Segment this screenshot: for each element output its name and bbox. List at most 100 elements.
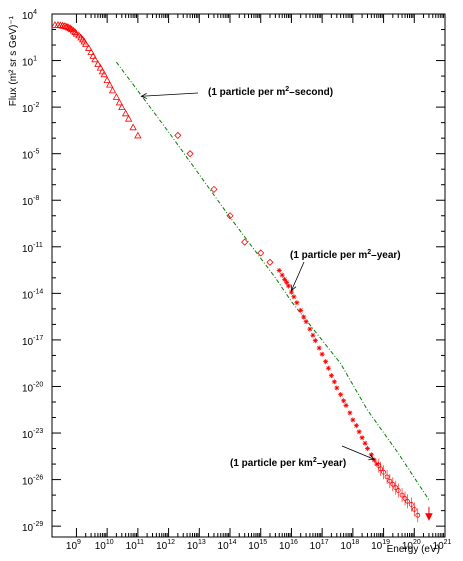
y-tick-label: 10-11	[22, 242, 43, 255]
data-point-triangle	[129, 123, 137, 131]
annotation-arrow	[140, 92, 199, 99]
y-tick-label: 10-26	[22, 475, 43, 488]
y-tick-labels: 104 101 10-2 10-5 10-8 10-11 10-14 10-17 10-20 10…	[22, 9, 43, 534]
data-point-triangle	[71, 28, 79, 35]
data-point-circle	[378, 461, 383, 476]
data-point-star	[285, 283, 291, 289]
data-point-star	[365, 446, 371, 452]
data-point-star	[301, 314, 307, 320]
annotation-label: (1 particle per km2–year)	[230, 457, 346, 469]
data-point-triangle	[94, 60, 102, 67]
x-tick-label: 1012	[156, 539, 175, 552]
data-point-triangle	[118, 103, 126, 111]
annotation-arrow	[341, 445, 376, 461]
data-point-diamond	[210, 185, 218, 193]
data-point-star	[303, 319, 309, 325]
y-axis-title: Flux (m² sr s GeV)⁻¹	[8, 15, 19, 106]
data-point-circle	[405, 494, 410, 509]
y-tick-label: 10-8	[22, 195, 39, 208]
data-point-triangle	[82, 39, 90, 47]
data-point-star	[371, 457, 377, 463]
data-point-star	[319, 351, 325, 357]
fit-line	[115, 61, 430, 501]
data-point-circle	[393, 480, 399, 495]
x-tick-label: 1016	[279, 539, 298, 552]
data-point-diamond	[266, 258, 274, 266]
data-point-star	[338, 392, 344, 398]
data-point-star	[279, 272, 285, 278]
data-point-triangle	[108, 86, 117, 94]
data-point-circle	[411, 502, 417, 517]
data-point-triangle	[105, 80, 114, 88]
data-point-triangle	[63, 22, 71, 30]
data-point-triangle	[112, 93, 121, 100]
data-point-star	[328, 373, 334, 379]
data-point-triangle	[69, 26, 78, 34]
data-point-circle	[415, 508, 421, 523]
x-tick-label: 1020	[402, 539, 421, 552]
x-tick-label: 1019	[371, 539, 390, 552]
fit-line-group	[115, 61, 430, 501]
data-point-star	[282, 276, 288, 282]
data-point-star	[347, 410, 353, 416]
data-point-star	[323, 359, 329, 365]
annotation-arrow	[290, 261, 305, 292]
data-point-star	[307, 326, 313, 332]
x-tick-label: 1013	[187, 539, 206, 552]
x-tick-label: 1017	[310, 539, 329, 552]
y-tick-label: 10-14	[22, 288, 43, 301]
data-point-diamond	[257, 249, 265, 257]
data-point-circle	[390, 477, 396, 492]
data-point-diamond	[174, 131, 182, 139]
data-point-triangle	[96, 63, 105, 71]
annotation-label: (1 particle per m2–second)	[208, 86, 333, 98]
data-point-star	[350, 417, 356, 423]
data-point-star	[325, 365, 331, 371]
axis-ticks	[52, 13, 446, 537]
y-tick-label: 101	[22, 56, 37, 69]
data-point-circle	[402, 491, 408, 506]
data-point-star	[374, 461, 380, 467]
data-point-diamond	[226, 212, 234, 220]
data-point-star	[343, 402, 349, 408]
x-tick-label: 1015	[248, 539, 267, 552]
data-point-triangle	[84, 44, 93, 51]
data-point-star	[310, 332, 316, 338]
x-axis-title: Energy (eV)	[387, 544, 440, 555]
data-point-triangle	[66, 24, 74, 32]
data-point-triangle	[89, 52, 97, 59]
data-point-triangle	[134, 131, 142, 139]
data-point-star	[362, 440, 368, 446]
data-point-triangle	[115, 98, 124, 106]
data-point-circle	[387, 474, 393, 489]
data-point-star	[294, 300, 300, 306]
annotation-label: (1 particle per m2–year)	[290, 249, 401, 261]
data-point-triangle	[121, 109, 130, 117]
data-point-star	[316, 345, 322, 351]
data-point-star	[368, 452, 374, 458]
data-points	[51, 21, 433, 523]
x-tick-labels: 109 1010 1011 1012 1013 1014 1015 1016 1017 1018 1…	[66, 539, 452, 552]
x-tick-label: 1011	[126, 539, 144, 552]
x-tick-label: 1021	[433, 539, 452, 552]
data-point-circle	[408, 497, 414, 512]
data-point-circle	[381, 465, 386, 480]
data-point-star	[331, 379, 337, 385]
data-point-diamond	[241, 238, 249, 246]
data-point-circle	[399, 488, 405, 503]
y-tick-label: 104	[22, 9, 37, 22]
data-point-arrow-down	[425, 506, 433, 521]
data-point-circle	[384, 469, 390, 484]
y-tick-label: 10-17	[22, 335, 43, 348]
data-point-triangle	[103, 76, 111, 84]
x-tick-label: 109	[66, 539, 81, 552]
data-point-diamond	[186, 150, 194, 158]
data-point-triangle	[100, 70, 108, 78]
data-point-star	[298, 307, 304, 313]
data-point-star	[288, 289, 294, 295]
data-point-star	[359, 435, 365, 441]
data-point-star	[353, 423, 359, 429]
x-tick-label: 1014	[218, 539, 237, 552]
y-tick-label: 10-5	[22, 149, 39, 162]
